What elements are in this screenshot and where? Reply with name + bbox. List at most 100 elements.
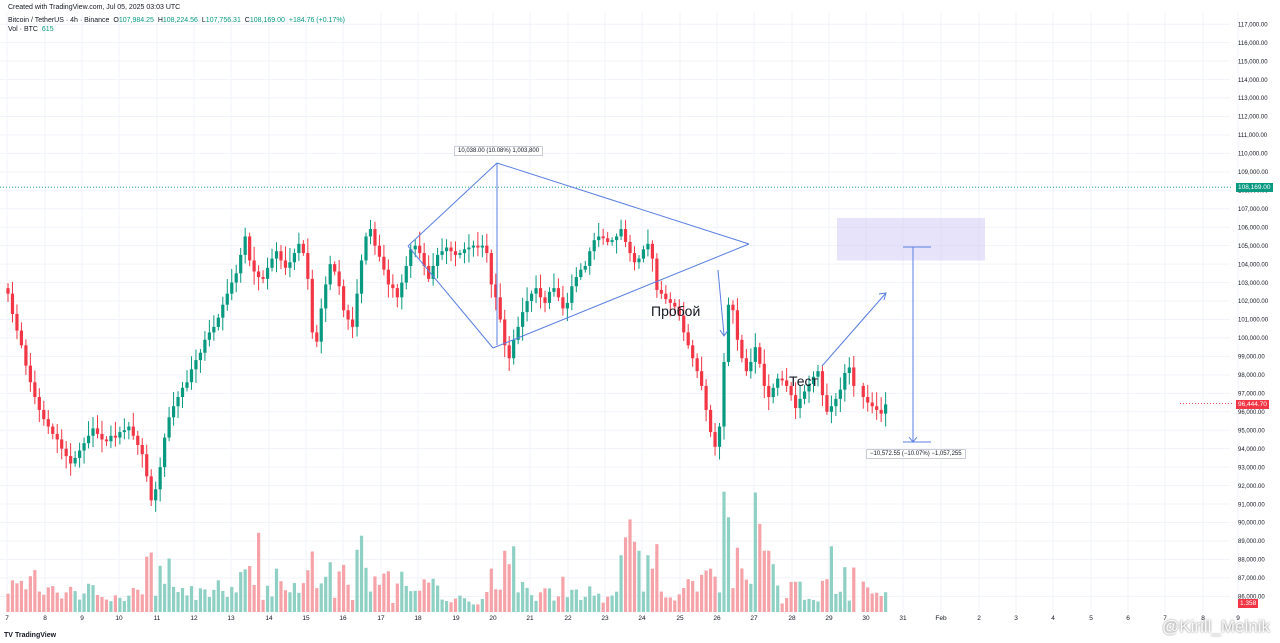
price-tick-label: 106,000.00 xyxy=(1238,225,1269,231)
volume-bar xyxy=(811,599,816,612)
candle-body xyxy=(570,286,574,303)
volume-bar xyxy=(655,544,659,612)
candle-body xyxy=(449,247,453,252)
price-tick-label: 102,000.00 xyxy=(1238,299,1269,305)
price-tick-label: 117,000.00 xyxy=(1238,22,1268,28)
volume-bar xyxy=(10,580,15,612)
volume-bar xyxy=(225,596,229,612)
volume-bar xyxy=(866,587,870,612)
volume-bar xyxy=(180,587,185,612)
time-tick-label: 18 xyxy=(414,615,422,622)
volume-bar xyxy=(78,599,82,612)
volume-bar xyxy=(538,592,543,612)
volume-bar xyxy=(319,583,323,612)
candle-body xyxy=(771,387,775,398)
candle-body xyxy=(695,358,699,372)
candle-body xyxy=(283,260,288,268)
test-label: Тест xyxy=(789,373,818,389)
time-tick-label: 25 xyxy=(676,615,684,622)
candle-body xyxy=(592,240,596,252)
candle-body xyxy=(811,376,816,385)
candle-body xyxy=(60,439,64,449)
volume-bar xyxy=(86,583,91,612)
volume-bar xyxy=(726,517,731,612)
candle-body xyxy=(686,332,690,346)
candle-body xyxy=(735,310,740,340)
volume-bar xyxy=(740,568,744,612)
volume-bar xyxy=(807,598,811,612)
resistance-zone xyxy=(837,217,985,261)
test-arrow-head xyxy=(878,292,887,301)
candle-body xyxy=(234,273,238,283)
volume-bar xyxy=(189,586,194,612)
symbol-title[interactable]: Bitcoin / TetherUS · 4h · Binance xyxy=(8,17,110,24)
candle-body xyxy=(46,419,50,427)
volume-bar xyxy=(444,600,449,612)
candle-body xyxy=(131,426,135,436)
volume-bar xyxy=(731,588,735,612)
volume-bar xyxy=(64,592,68,612)
candle-body xyxy=(776,378,780,388)
volume-bar xyxy=(552,600,556,612)
candle-body xyxy=(100,433,104,440)
candle-body xyxy=(243,236,247,255)
candle-body xyxy=(368,229,373,237)
volume-bar xyxy=(359,535,364,612)
candle-body xyxy=(28,365,32,383)
volume-bar xyxy=(55,592,59,612)
volume-bar xyxy=(861,581,865,612)
time-tick-label: 2 xyxy=(977,615,981,622)
volume-bar xyxy=(136,589,140,612)
candle-body xyxy=(185,382,189,388)
time-tick-label: 11 xyxy=(154,615,161,622)
volume-bar xyxy=(875,592,879,612)
volume-bar xyxy=(847,600,851,612)
volume-bar xyxy=(641,591,646,612)
candle-body xyxy=(538,288,543,298)
volume-bar xyxy=(574,589,578,612)
volume-bar xyxy=(798,581,802,612)
time-tick-label: 20 xyxy=(489,615,497,622)
author-watermark: @Kirill_Melnik xyxy=(1162,617,1270,636)
candle-body xyxy=(708,409,713,433)
volume-bar xyxy=(588,586,592,612)
price-tick-label: 104,000.00 xyxy=(1238,262,1269,268)
price-tick-label: 101,000.00 xyxy=(1238,318,1269,324)
volume-bar xyxy=(785,598,789,612)
candle-body xyxy=(440,251,444,255)
volume-bar xyxy=(749,583,753,612)
volume-bar xyxy=(158,565,162,612)
candle-body xyxy=(583,265,587,270)
candle-body xyxy=(350,319,355,327)
candle-body xyxy=(802,391,807,399)
candle-body xyxy=(386,269,390,285)
candle-body xyxy=(203,339,207,353)
candle-body xyxy=(306,253,310,279)
volume-bar xyxy=(149,552,153,612)
price-tick-label: 99,000.00 xyxy=(1238,355,1265,361)
volume-bar xyxy=(758,523,762,612)
candle-body xyxy=(33,382,37,398)
measure-down-label: −10,572.55 (−10.07%) −1,057,255 xyxy=(866,449,966,459)
candle-body xyxy=(834,398,838,407)
candle-body xyxy=(95,428,100,434)
candle-body xyxy=(158,467,162,490)
volume-bar xyxy=(163,583,167,612)
volume-label[interactable]: Vol · BTC xyxy=(8,26,38,33)
volume-bar xyxy=(776,585,780,612)
breakout-label: Пробой xyxy=(651,303,701,319)
candle-body xyxy=(489,253,493,285)
time-tick-label: 23 xyxy=(601,615,609,622)
candle-body xyxy=(512,339,516,359)
volume-bar xyxy=(686,579,690,612)
candle-body xyxy=(163,437,167,468)
tradingview-logo: TV TradingView xyxy=(4,632,57,639)
measure-up-label: 10,038.00 (10.08%) 1,003,800 xyxy=(454,146,544,156)
price-tick-label: 107,000.00 xyxy=(1238,207,1269,213)
candlesticks xyxy=(6,219,888,512)
candle-body xyxy=(628,241,632,254)
candle-body xyxy=(436,254,440,266)
candle-body xyxy=(561,297,565,309)
volume-bar xyxy=(870,593,874,612)
